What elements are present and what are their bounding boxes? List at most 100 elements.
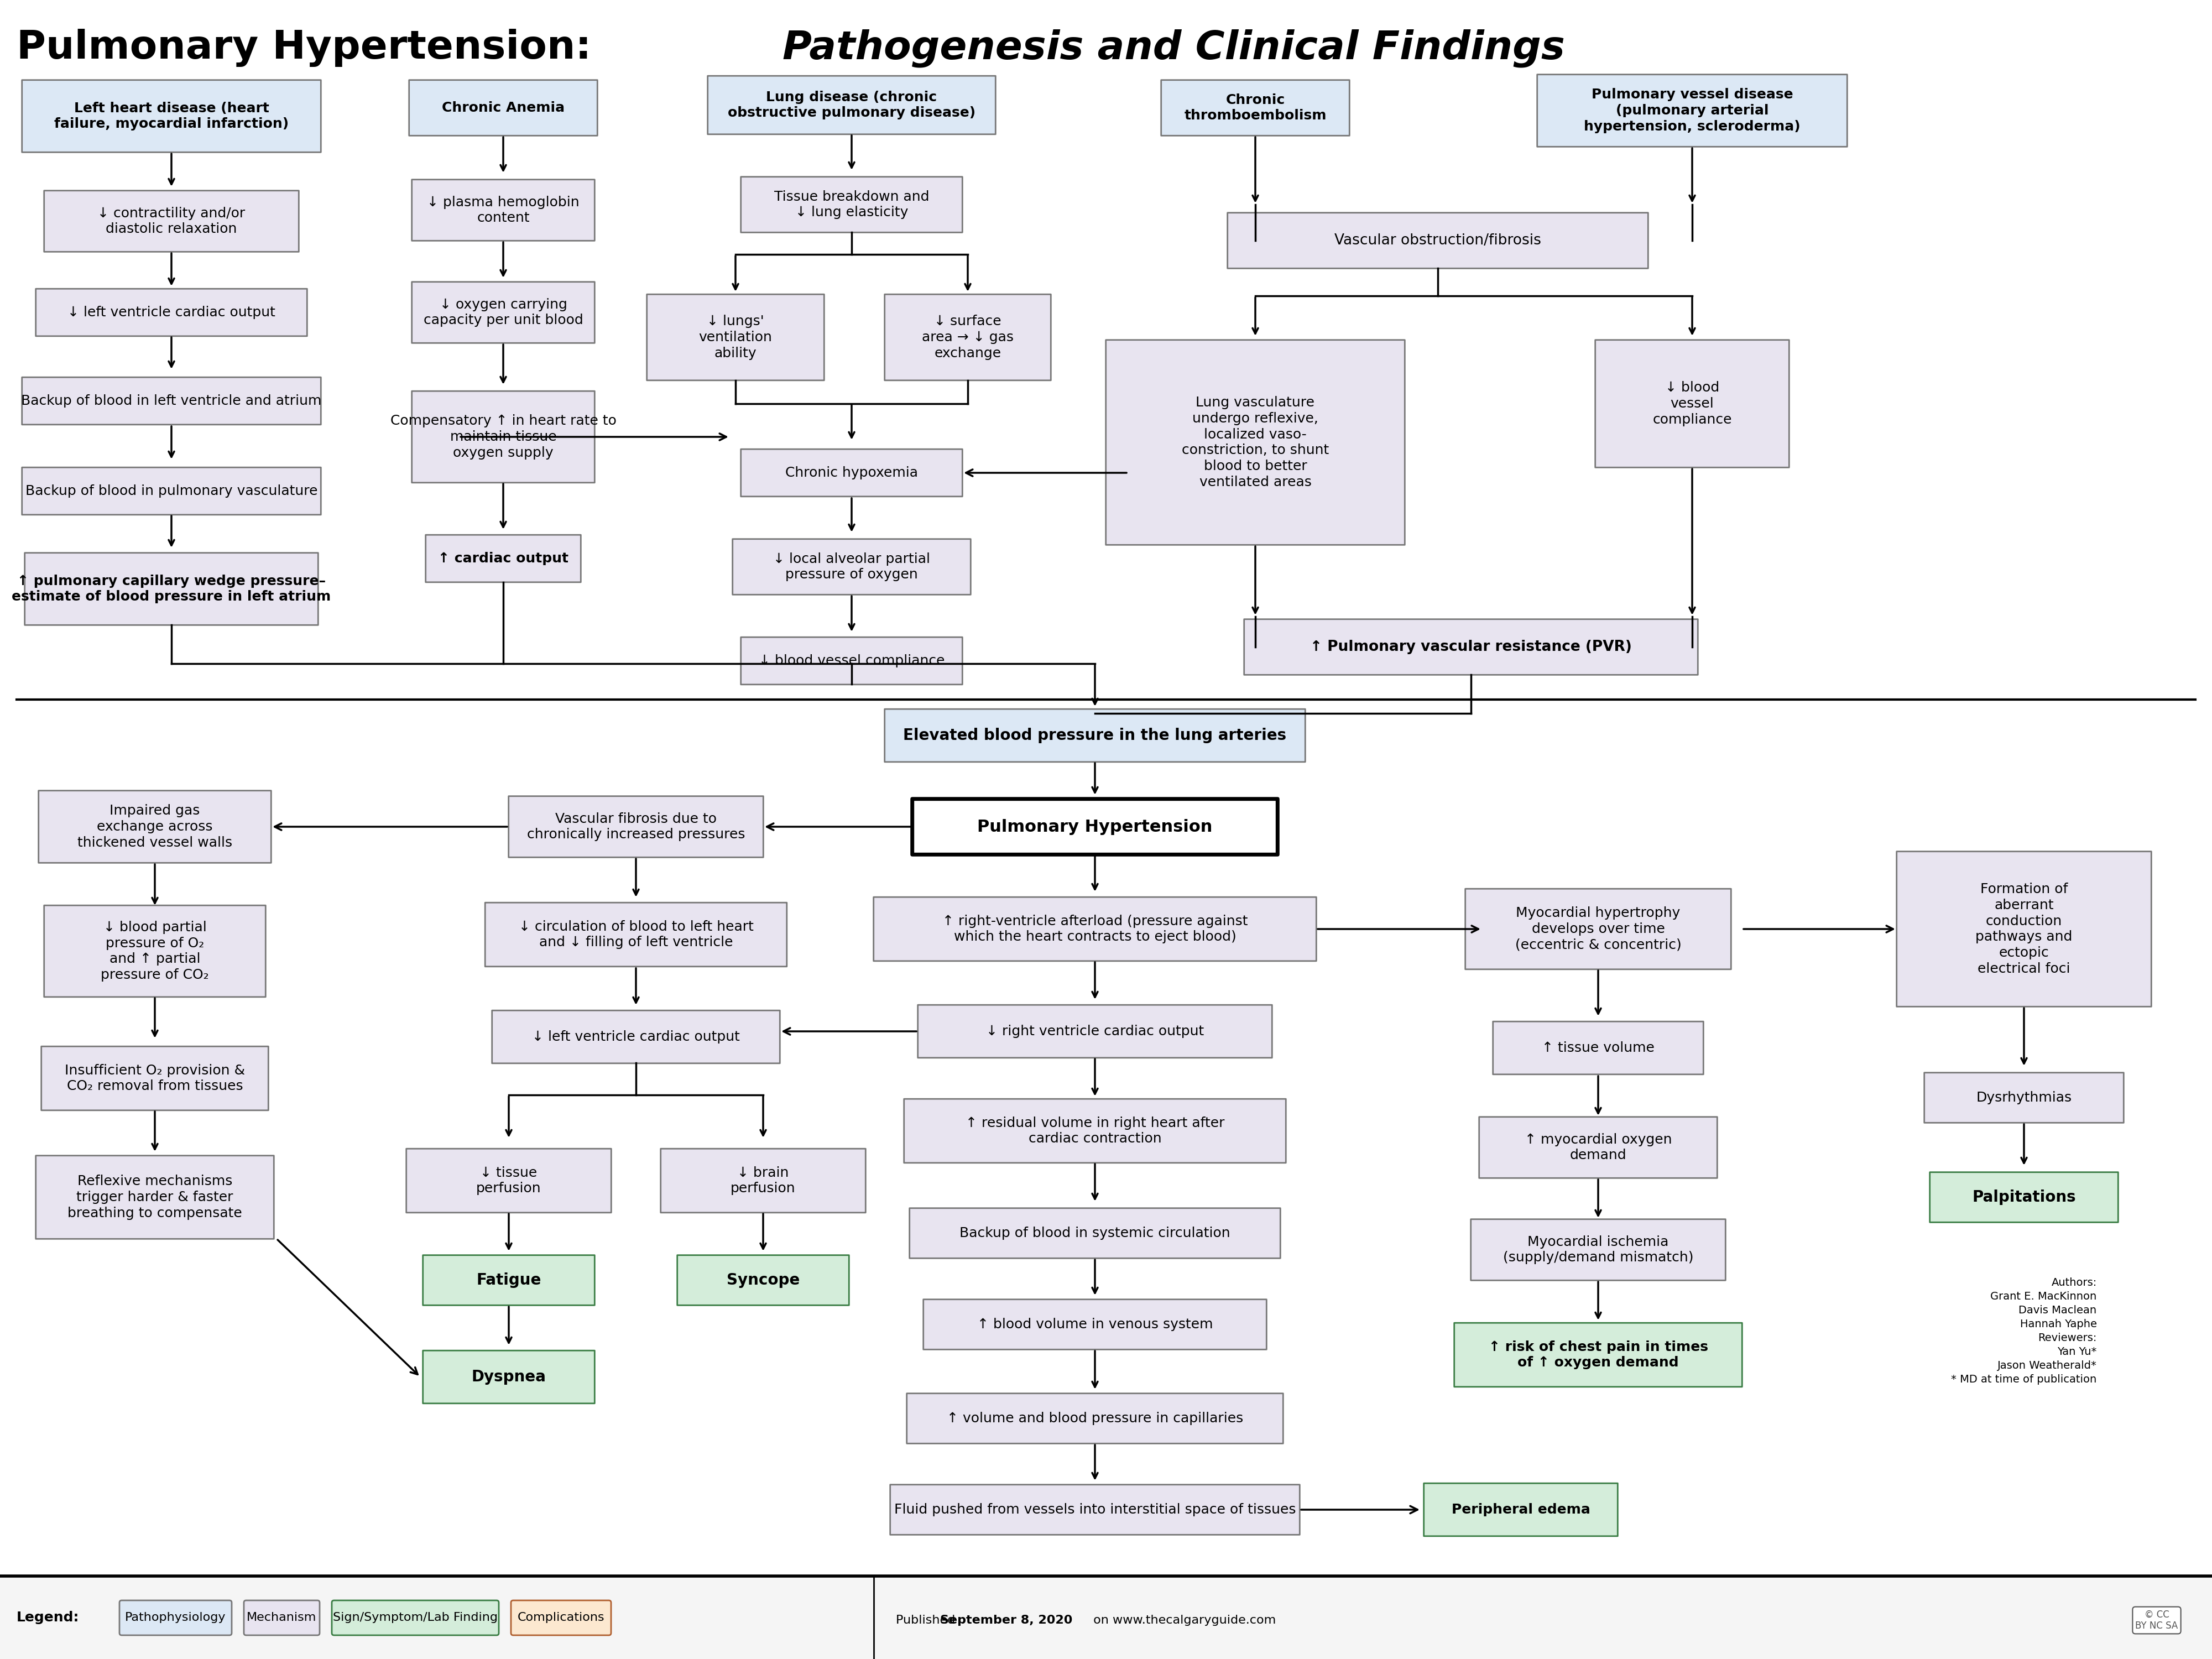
Text: Lung vasculature
undergo reflexive,
localized vaso-
constriction, to shunt
blood: Lung vasculature undergo reflexive, loca… (1181, 397, 1329, 489)
FancyBboxPatch shape (243, 1601, 319, 1636)
Text: ↑ cardiac output: ↑ cardiac output (438, 552, 568, 566)
Text: ↓ contractility and/or
diastolic relaxation: ↓ contractility and/or diastolic relaxat… (97, 207, 246, 236)
Text: Vascular obstruction/fibrosis: Vascular obstruction/fibrosis (1334, 234, 1542, 247)
FancyBboxPatch shape (511, 1601, 611, 1636)
FancyBboxPatch shape (677, 1256, 849, 1306)
FancyBboxPatch shape (0, 1576, 2212, 1659)
FancyBboxPatch shape (509, 796, 763, 858)
Text: ↓ brain
perfusion: ↓ brain perfusion (730, 1166, 796, 1194)
FancyBboxPatch shape (1493, 1022, 1703, 1075)
FancyBboxPatch shape (909, 1208, 1281, 1258)
FancyBboxPatch shape (1425, 1483, 1617, 1536)
FancyBboxPatch shape (425, 534, 582, 582)
Text: Fatigue: Fatigue (476, 1272, 542, 1287)
FancyBboxPatch shape (741, 637, 962, 685)
FancyBboxPatch shape (35, 289, 307, 337)
FancyBboxPatch shape (119, 1601, 232, 1636)
Text: Compensatory ↑ in heart rate to
maintain tissue
oxygen supply: Compensatory ↑ in heart rate to maintain… (389, 415, 617, 460)
Text: Pulmonary vessel disease
(pulmonary arterial
hypertension, scleroderma): Pulmonary vessel disease (pulmonary arte… (1584, 88, 1801, 133)
Text: Insufficient O₂ provision &
CO₂ removal from tissues: Insufficient O₂ provision & CO₂ removal … (64, 1063, 246, 1093)
FancyBboxPatch shape (741, 178, 962, 232)
Text: Myocardial hypertrophy
develops over time
(eccentric & concentric): Myocardial hypertrophy develops over tim… (1515, 906, 1681, 952)
Text: Pulmonary Hypertension:: Pulmonary Hypertension: (18, 28, 606, 66)
Text: Sign/Symptom/Lab Finding: Sign/Symptom/Lab Finding (332, 1613, 498, 1623)
Text: ↓ left ventricle cardiac output: ↓ left ventricle cardiac output (533, 1030, 739, 1044)
FancyBboxPatch shape (411, 392, 595, 483)
Text: Left heart disease (heart
failure, myocardial infarction): Left heart disease (heart failure, myoca… (53, 101, 290, 131)
Text: ↓ surface
area → ↓ gas
exchange: ↓ surface area → ↓ gas exchange (922, 315, 1013, 360)
Text: Myocardial ischemia
(supply/demand mismatch): Myocardial ischemia (supply/demand misma… (1502, 1236, 1694, 1264)
Text: Elevated blood pressure in the lung arteries: Elevated blood pressure in the lung arte… (902, 728, 1287, 743)
FancyBboxPatch shape (407, 1148, 611, 1213)
Text: Pulmonary Hypertension: Pulmonary Hypertension (978, 820, 1212, 834)
Text: on www.thecalgaryguide.com: on www.thecalgaryguide.com (1088, 1614, 1276, 1626)
FancyBboxPatch shape (44, 191, 299, 252)
FancyBboxPatch shape (905, 1098, 1285, 1163)
Text: ↓ circulation of blood to left heart
and ↓ filling of left ventricle: ↓ circulation of blood to left heart and… (518, 921, 754, 949)
FancyBboxPatch shape (1924, 1073, 2124, 1123)
Text: Backup of blood in systemic circulation: Backup of blood in systemic circulation (960, 1226, 1230, 1239)
FancyBboxPatch shape (1243, 619, 1699, 675)
FancyBboxPatch shape (1106, 340, 1405, 544)
Text: Complications: Complications (518, 1613, 604, 1623)
Text: Pathophysiology: Pathophysiology (126, 1613, 226, 1623)
Text: Authors:
Grant E. MacKinnon
Davis Maclean
Hannah Yaphe
Reviewers:
Yan Yu*
Jason : Authors: Grant E. MacKinnon Davis Maclea… (1951, 1277, 2097, 1385)
FancyBboxPatch shape (911, 800, 1279, 854)
Text: ↓ blood
vessel
compliance: ↓ blood vessel compliance (1652, 382, 1732, 426)
FancyBboxPatch shape (24, 552, 319, 625)
FancyBboxPatch shape (409, 80, 597, 136)
FancyBboxPatch shape (411, 179, 595, 241)
Text: ↓ local alveolar partial
pressure of oxygen: ↓ local alveolar partial pressure of oxy… (774, 552, 929, 581)
Text: Vascular fibrosis due to
chronically increased pressures: Vascular fibrosis due to chronically inc… (526, 813, 745, 841)
FancyBboxPatch shape (44, 906, 265, 997)
FancyBboxPatch shape (907, 1394, 1283, 1443)
Text: ↑ Pulmonary vascular resistance (PVR): ↑ Pulmonary vascular resistance (PVR) (1310, 640, 1632, 654)
Text: ↓ blood vessel compliance: ↓ blood vessel compliance (759, 654, 945, 667)
FancyBboxPatch shape (661, 1148, 865, 1213)
FancyBboxPatch shape (42, 1047, 268, 1110)
Text: ↑ pulmonary capillary wedge pressure–
estimate of blood pressure in left atrium: ↑ pulmonary capillary wedge pressure– es… (11, 574, 332, 604)
FancyBboxPatch shape (491, 1010, 781, 1063)
Text: Dyspnea: Dyspnea (471, 1369, 546, 1385)
FancyBboxPatch shape (889, 1485, 1301, 1535)
FancyBboxPatch shape (1228, 212, 1648, 269)
FancyBboxPatch shape (1471, 1219, 1725, 1281)
FancyBboxPatch shape (741, 450, 962, 496)
FancyBboxPatch shape (885, 294, 1051, 380)
Text: Chronic hypoxemia: Chronic hypoxemia (785, 466, 918, 479)
Text: Mechanism: Mechanism (248, 1613, 316, 1623)
FancyBboxPatch shape (1929, 1173, 2119, 1223)
Text: Pathogenesis and Clinical Findings: Pathogenesis and Clinical Findings (783, 28, 1564, 66)
Text: ↓ oxygen carrying
capacity per unit blood: ↓ oxygen carrying capacity per unit bloo… (422, 299, 584, 327)
FancyBboxPatch shape (35, 1156, 274, 1239)
Text: Palpitations: Palpitations (1973, 1190, 2075, 1204)
FancyBboxPatch shape (885, 708, 1305, 761)
FancyBboxPatch shape (1161, 80, 1349, 136)
Text: Peripheral edema: Peripheral edema (1451, 1503, 1590, 1516)
FancyBboxPatch shape (332, 1601, 500, 1636)
FancyBboxPatch shape (646, 294, 825, 380)
FancyBboxPatch shape (1464, 889, 1732, 969)
FancyBboxPatch shape (422, 1350, 595, 1404)
Text: Legend:: Legend: (18, 1611, 80, 1624)
Text: Fluid pushed from vessels into interstitial space of tissues: Fluid pushed from vessels into interstit… (894, 1503, 1296, 1516)
FancyBboxPatch shape (708, 76, 995, 134)
FancyBboxPatch shape (922, 1299, 1267, 1349)
FancyBboxPatch shape (918, 1005, 1272, 1058)
FancyBboxPatch shape (874, 898, 1316, 961)
FancyBboxPatch shape (22, 80, 321, 153)
Text: ↑ blood volume in venous system: ↑ blood volume in venous system (978, 1317, 1212, 1331)
Text: Tissue breakdown and
↓ lung elasticity: Tissue breakdown and ↓ lung elasticity (774, 191, 929, 219)
Text: © CC
BY NC SA: © CC BY NC SA (2135, 1609, 2179, 1631)
Text: Dysrhythmias: Dysrhythmias (1975, 1092, 2073, 1105)
Text: ↑ volume and blood pressure in capillaries: ↑ volume and blood pressure in capillari… (947, 1412, 1243, 1425)
Text: ↑ right-ventricle afterload (pressure against
which the heart contracts to eject: ↑ right-ventricle afterload (pressure ag… (942, 914, 1248, 944)
Text: ↓ left ventricle cardiac output: ↓ left ventricle cardiac output (69, 305, 274, 319)
Text: ↑ myocardial oxygen
demand: ↑ myocardial oxygen demand (1524, 1133, 1672, 1161)
FancyBboxPatch shape (422, 1256, 595, 1306)
FancyBboxPatch shape (1595, 340, 1790, 468)
FancyBboxPatch shape (732, 539, 971, 594)
Text: Backup of blood in left ventricle and atrium: Backup of blood in left ventricle and at… (22, 395, 321, 408)
Text: ↓ blood partial
pressure of O₂
and ↑ partial
pressure of CO₂: ↓ blood partial pressure of O₂ and ↑ par… (102, 921, 208, 982)
FancyBboxPatch shape (38, 791, 272, 863)
